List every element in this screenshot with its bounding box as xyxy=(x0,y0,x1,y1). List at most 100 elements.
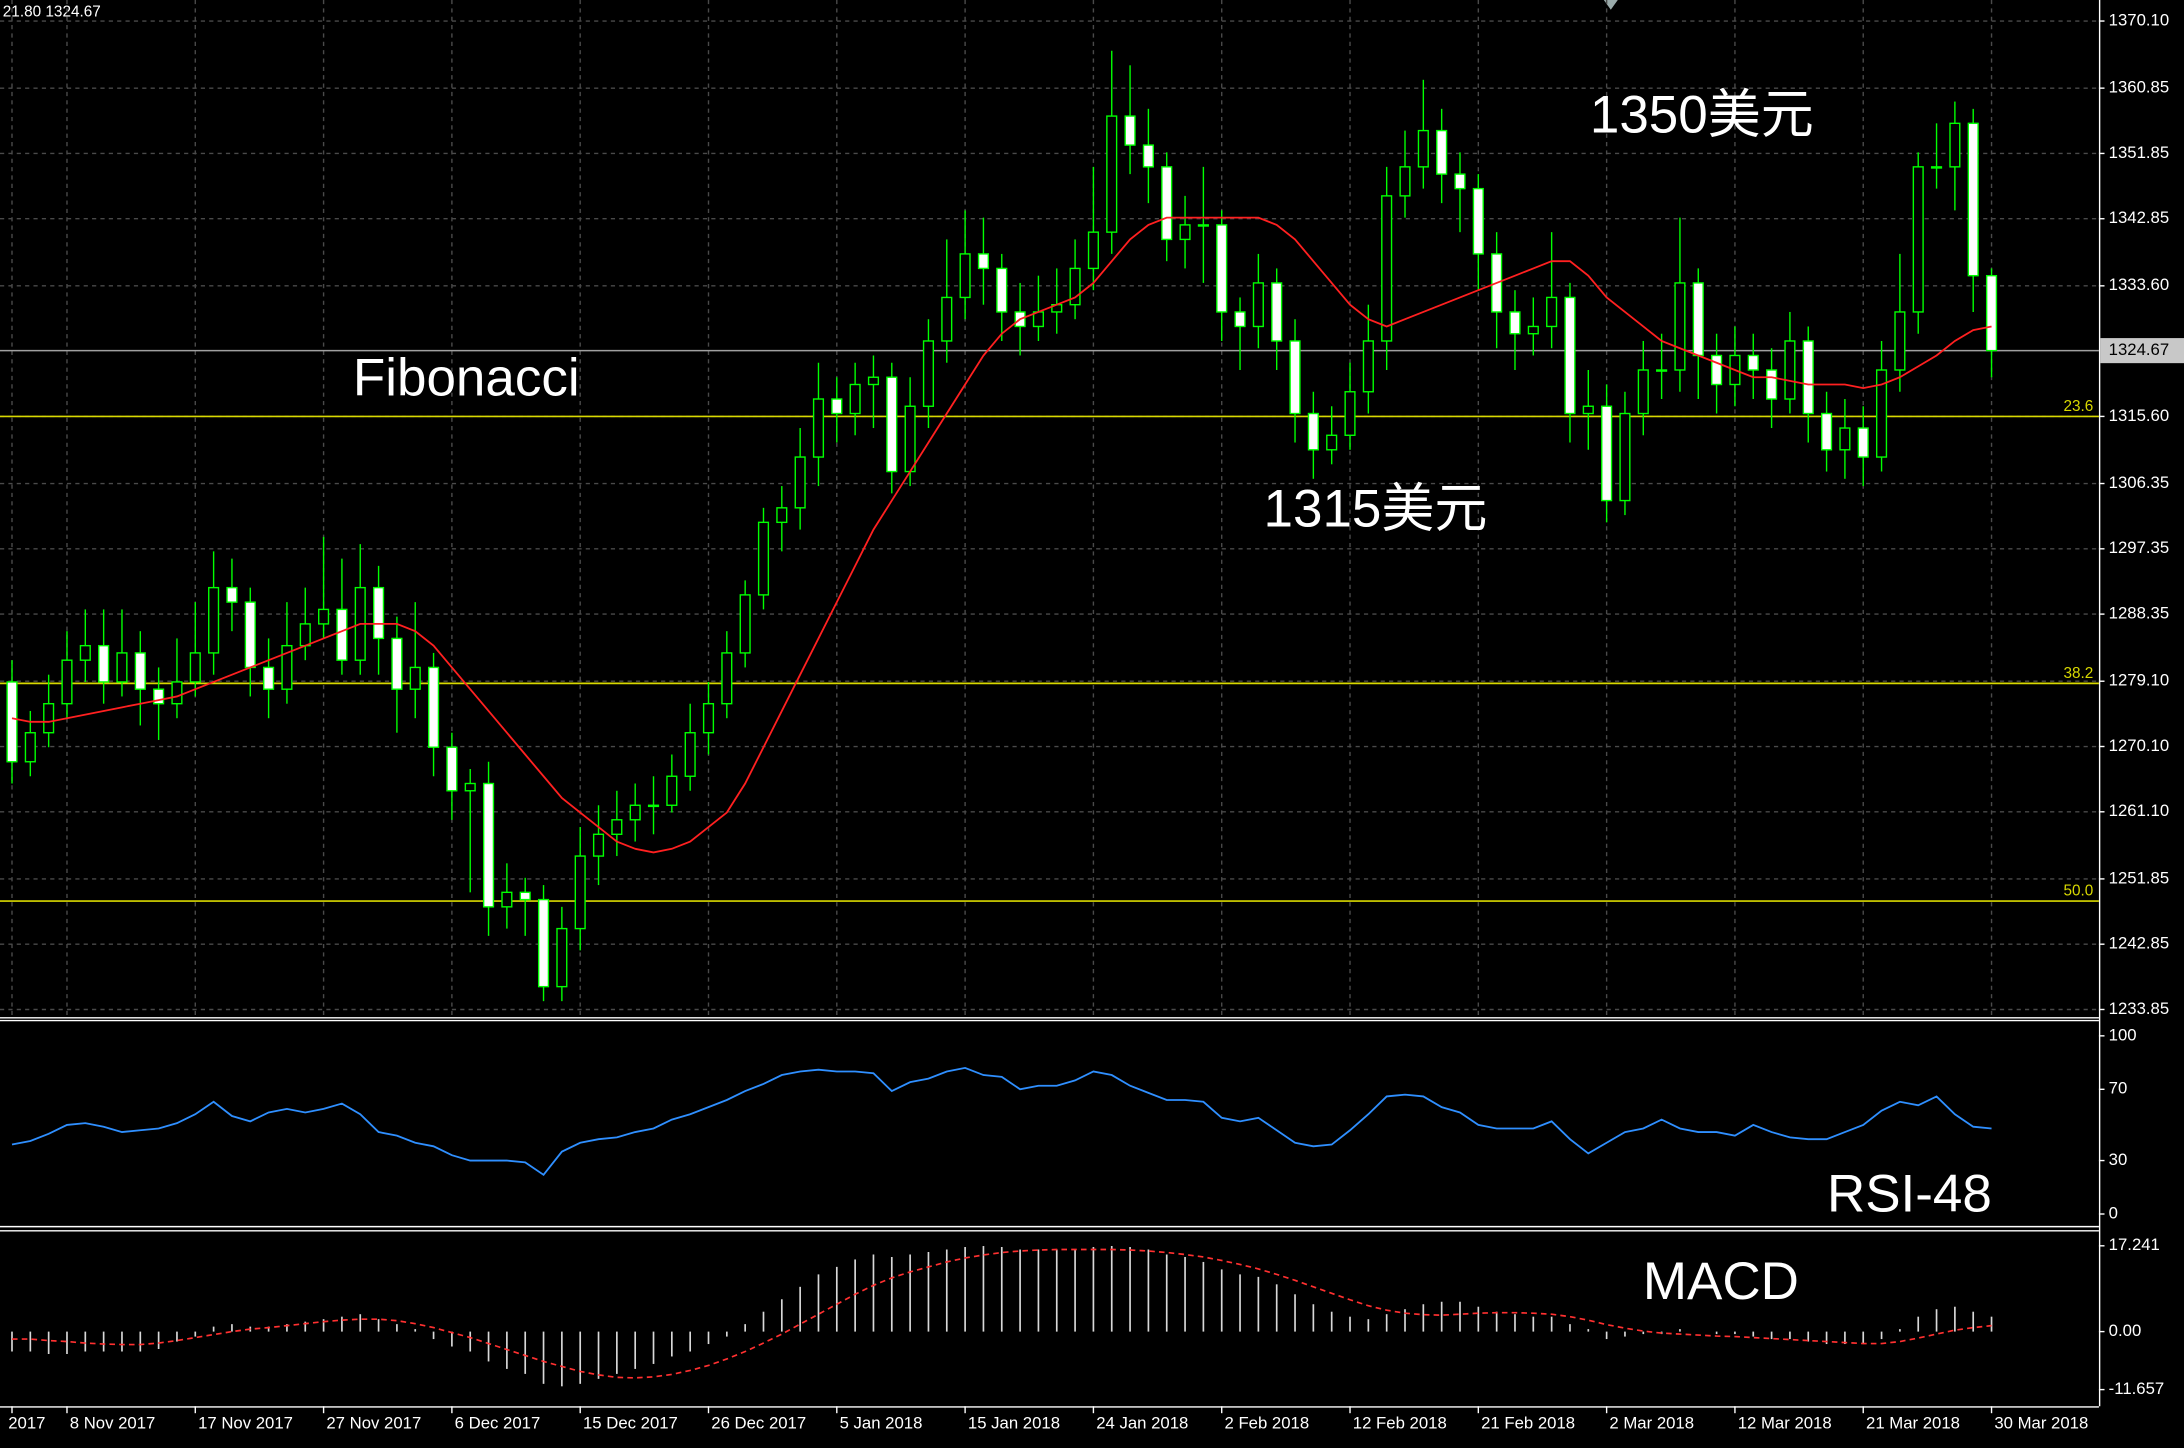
last-price-label: 1324.67 xyxy=(2109,340,2169,359)
y-tick-label: 1261.10 xyxy=(2109,801,2169,820)
candle-body xyxy=(537,898,550,988)
candle-body xyxy=(1234,311,1246,328)
candle-body xyxy=(1711,354,1723,386)
candle-body xyxy=(1546,296,1558,328)
x-tick-label: 24 Jan 2018 xyxy=(1096,1414,1188,1433)
candle-body xyxy=(24,732,36,763)
signal-line xyxy=(11,1248,1992,1379)
y-tick-label: 1351.85 xyxy=(2109,143,2169,162)
annotation: Fibonacci xyxy=(353,348,580,407)
indicator-line xyxy=(11,1066,1992,1177)
candle-body xyxy=(153,688,165,705)
x-tick-label: 17 Nov 2017 xyxy=(198,1414,293,1433)
moving-average xyxy=(11,216,1992,854)
candle-body xyxy=(1289,340,1301,415)
candle-body xyxy=(281,644,293,690)
y-tick-label: 1360.85 xyxy=(2109,78,2169,97)
candle-body xyxy=(1454,173,1466,190)
candle-body xyxy=(1417,129,1429,168)
candle-body xyxy=(702,703,715,734)
candle-body xyxy=(1674,282,1686,371)
candle-body xyxy=(1307,412,1319,451)
candle-body xyxy=(1820,412,1833,451)
candle-body xyxy=(1949,122,1961,168)
candle-body xyxy=(941,296,953,342)
candle-body xyxy=(684,732,696,777)
y-tick-label: 17.241 xyxy=(2109,1235,2160,1254)
candle-body xyxy=(922,340,935,407)
candle-body xyxy=(666,775,678,806)
candle-body xyxy=(977,253,990,270)
y-tick-label: 1306.35 xyxy=(2109,473,2169,492)
x-tick-label: 26 Dec 2017 xyxy=(711,1414,806,1433)
candle-body xyxy=(1564,296,1576,415)
candle-body xyxy=(831,398,843,415)
candle-body xyxy=(1142,144,1154,168)
candle-body xyxy=(1619,412,1631,502)
candle-body xyxy=(996,267,1008,313)
annotation: 1350美元 xyxy=(1590,85,1814,144)
candle-body xyxy=(61,659,73,705)
candle-body xyxy=(1472,187,1484,255)
candle-body xyxy=(427,666,440,748)
candle-body xyxy=(1271,282,1283,342)
candle-body xyxy=(1344,391,1356,436)
indicator-label: RSI-48 xyxy=(1827,1164,1992,1223)
candle-body xyxy=(318,608,330,625)
x-tick-label: 2 Feb 2018 xyxy=(1225,1414,1310,1433)
candle-body xyxy=(98,644,110,683)
fib-label: 23.6 xyxy=(2064,398,2094,415)
candle-body xyxy=(794,456,806,509)
y-tick-label: 1279.10 xyxy=(2109,671,2169,690)
candle-body xyxy=(336,608,348,661)
candle-body xyxy=(1875,369,1888,458)
y-tick-label: -11.657 xyxy=(2109,1379,2165,1398)
candle-body xyxy=(1399,166,1411,197)
candle-body xyxy=(1857,427,1869,458)
y-tick-label: 0.00 xyxy=(2109,1321,2142,1340)
last-price-box xyxy=(2100,338,2184,364)
candle-body xyxy=(391,637,403,690)
candle-body xyxy=(1839,427,1851,451)
candle-body xyxy=(519,891,531,901)
annotation: 1315美元 xyxy=(1264,479,1488,538)
y-tick-label: 1342.85 xyxy=(2109,208,2169,227)
candle-body xyxy=(244,601,256,669)
candle-body xyxy=(1766,369,1778,400)
candle-body xyxy=(1985,274,1998,352)
candle-body xyxy=(1381,195,1393,342)
candle-body xyxy=(1967,122,1979,277)
candle-body xyxy=(959,253,971,299)
candle-body xyxy=(629,804,641,821)
candle-body xyxy=(134,652,146,690)
candle-body xyxy=(409,666,421,690)
y-tick-label: 1315.60 xyxy=(2109,406,2169,425)
y-tick-label: 1297.35 xyxy=(2109,538,2169,557)
candle-body xyxy=(1161,166,1173,241)
x-tick-label: 2017 xyxy=(8,1414,45,1433)
candle-body xyxy=(79,644,91,661)
candle-body xyxy=(226,586,238,603)
candle-body xyxy=(1930,166,1943,169)
candle-body xyxy=(812,398,825,458)
candle-body xyxy=(446,746,458,792)
candle-body xyxy=(611,819,623,835)
x-tick-label: 15 Jan 2018 xyxy=(968,1414,1060,1433)
x-tick-label: 30 Mar 2018 xyxy=(1994,1414,2088,1433)
candle-body xyxy=(208,586,220,654)
candle-body xyxy=(171,681,183,705)
candle-body xyxy=(1582,405,1594,415)
candle-body xyxy=(116,652,128,683)
candle-body xyxy=(1527,325,1539,335)
candle-body xyxy=(849,383,861,415)
y-tick-label: 1370.10 xyxy=(2109,10,2169,29)
candle-body xyxy=(1509,311,1521,335)
y-tick-label: 1242.85 xyxy=(2109,934,2169,953)
candle-body xyxy=(1087,231,1099,270)
candle-body xyxy=(1197,224,1209,227)
candle-body xyxy=(482,782,495,908)
candle-body xyxy=(1436,129,1448,175)
candle-body xyxy=(757,521,770,596)
candle-body xyxy=(739,594,751,654)
